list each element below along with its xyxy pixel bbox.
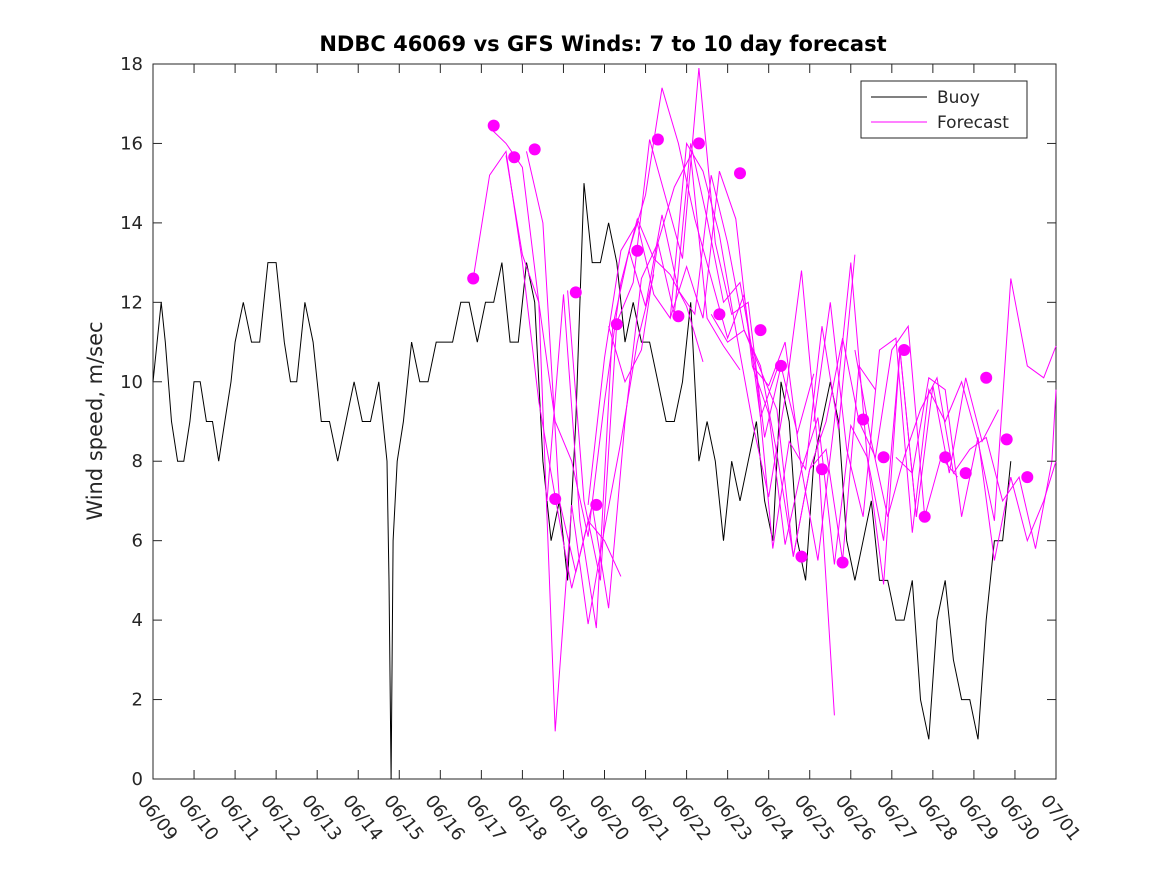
legend: Buoy Forecast — [860, 80, 1028, 139]
forecast-point — [508, 151, 521, 164]
forecast-line — [669, 171, 917, 585]
forecast-line — [854, 349, 1057, 549]
legend-buoy-label: Buoy — [937, 88, 980, 108]
x-tick-label: 06/27 — [872, 791, 920, 845]
chart-title: NDBC 46069 vs GFS Winds: 7 to 10 day for… — [319, 32, 886, 56]
x-tick-label: 06/11 — [215, 791, 263, 845]
forecast-point — [734, 167, 746, 180]
forecast-line — [813, 278, 1057, 533]
x-tick-label: 06/09 — [133, 791, 181, 845]
buoy-line — [152, 183, 1012, 780]
forecast-point — [569, 286, 582, 299]
forecast-markers — [467, 119, 1034, 569]
y-tick-label: 4 — [132, 610, 143, 631]
forecast-point — [713, 308, 726, 321]
x-tick-label: 06/19 — [544, 791, 592, 845]
y-tick-label: 8 — [132, 451, 143, 472]
x-tick-label: 06/25 — [790, 791, 838, 845]
y-axis-ticks: 0 2 4 6 8 10 12 14 16 18 — [120, 54, 1056, 790]
x-tick-label: 06/23 — [708, 791, 756, 845]
x-tick-label: 06/20 — [585, 791, 633, 845]
x-tick-label: 06/22 — [667, 791, 715, 845]
y-tick-label: 18 — [120, 54, 143, 75]
forecast-line — [751, 349, 999, 565]
forecast-line — [895, 376, 1057, 561]
forecast-point — [487, 119, 500, 132]
forecast-point — [795, 550, 808, 563]
legend-forecast-label: Forecast — [937, 113, 1009, 133]
forecast-point — [857, 413, 870, 426]
forecast-series — [472, 67, 1057, 732]
x-tick-label: 06/26 — [831, 791, 879, 845]
x-tick-label: 06/10 — [174, 791, 222, 845]
forecast-point — [980, 371, 993, 384]
forecast-line — [587, 141, 835, 716]
y-tick-label: 16 — [120, 133, 143, 154]
y-tick-label: 2 — [132, 690, 143, 711]
forecast-point — [959, 467, 972, 480]
forecast-point — [549, 493, 562, 505]
x-tick-label: 06/21 — [626, 791, 674, 845]
legend-box — [860, 80, 1028, 139]
x-tick-label: 06/28 — [913, 791, 961, 845]
x-tick-label: 06/24 — [749, 791, 797, 845]
forecast-point — [877, 451, 890, 464]
forecast-point — [467, 272, 480, 285]
forecast-point — [939, 451, 952, 464]
forecast-point — [692, 137, 705, 150]
y-tick-label: 10 — [120, 372, 143, 393]
forecast-line — [567, 67, 815, 581]
x-tick-label: 06/12 — [256, 791, 304, 845]
forecast-point — [816, 463, 828, 476]
forecast-point — [836, 556, 849, 569]
x-tick-label: 06/16 — [420, 791, 468, 845]
x-tick-label: 06/13 — [297, 791, 345, 845]
y-tick-label: 14 — [120, 213, 143, 234]
forecast-point — [754, 324, 767, 337]
forecast-line — [505, 155, 704, 537]
forecast-point — [775, 359, 787, 372]
forecast-point — [590, 498, 603, 511]
y-tick-label: 12 — [120, 292, 143, 313]
x-tick-label: 07/01 — [1036, 791, 1084, 845]
forecast-point — [610, 318, 623, 331]
forecast-point — [898, 344, 911, 356]
x-tick-label: 06/18 — [502, 791, 550, 845]
forecast-line — [608, 143, 856, 549]
forecast-point — [651, 133, 664, 146]
x-tick-label: 06/30 — [995, 791, 1043, 845]
y-tick-label: 0 — [132, 769, 143, 790]
x-tick-label: 06/14 — [338, 791, 386, 845]
forecast-line — [628, 175, 876, 561]
forecast-point — [672, 310, 685, 323]
y-tick-label: 6 — [132, 531, 143, 552]
buoy-series — [152, 183, 1012, 780]
x-tick-label: 06/29 — [954, 791, 1002, 845]
forecast-point — [631, 244, 644, 257]
forecast-point — [1021, 471, 1034, 484]
y-axis-label: Wind speed, m/sec — [83, 321, 107, 520]
x-tick-label: 06/15 — [379, 791, 427, 845]
forecast-point — [918, 510, 931, 523]
forecast-line — [526, 151, 741, 609]
plot-frame — [152, 63, 1057, 780]
forecast-point — [1000, 433, 1013, 446]
x-tick-label: 06/17 — [461, 791, 509, 845]
forecast-point — [528, 143, 541, 156]
